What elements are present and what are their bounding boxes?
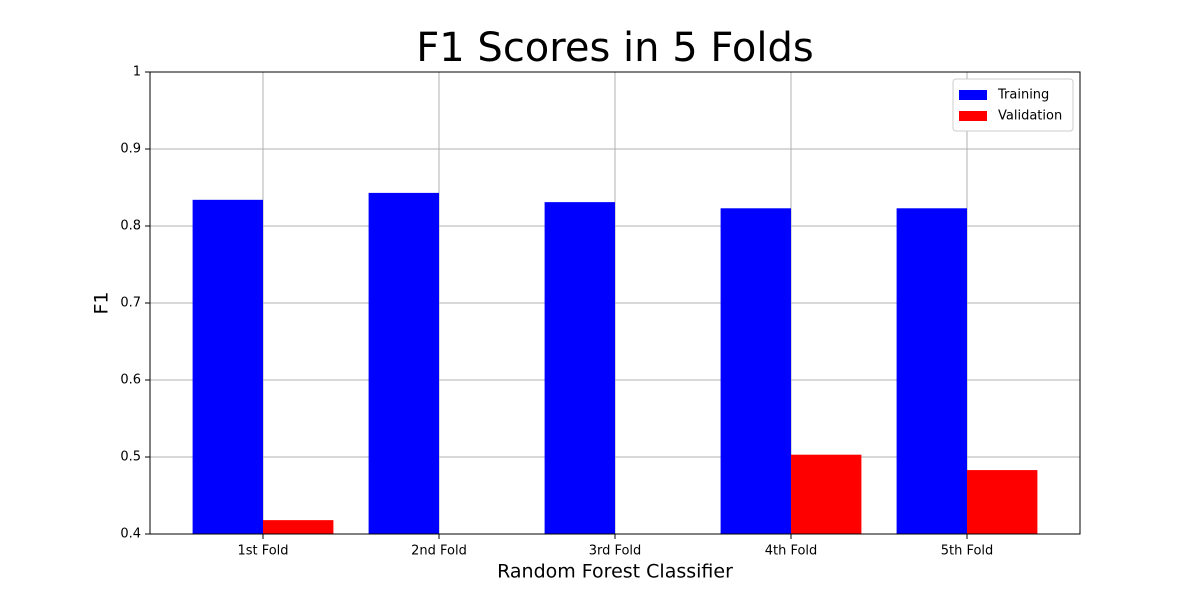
bar bbox=[368, 192, 439, 534]
plot-frame bbox=[149, 71, 1081, 535]
legend-label: Validation bbox=[998, 109, 1062, 124]
bar bbox=[791, 454, 862, 534]
x-tick-label: 1st Fold bbox=[237, 544, 288, 559]
y-tick-label: 0.7 bbox=[120, 296, 141, 311]
legend-swatch bbox=[959, 90, 987, 100]
legend-label: Training bbox=[997, 88, 1049, 103]
x-tick-label: 4th Fold bbox=[765, 544, 818, 559]
x-tick-label: 3rd Fold bbox=[589, 544, 642, 559]
y-tick-label: 0.9 bbox=[120, 142, 141, 157]
bar bbox=[720, 208, 791, 534]
legend-swatch bbox=[959, 111, 987, 121]
bar bbox=[896, 208, 967, 534]
y-tick-label: 0.4 bbox=[120, 527, 141, 542]
y-tick-label: 0.5 bbox=[120, 450, 141, 465]
bar bbox=[263, 520, 334, 534]
x-tick-label: 2nd Fold bbox=[411, 544, 467, 559]
bar bbox=[544, 202, 615, 534]
chart-title: F1 Scores in 5 Folds bbox=[416, 25, 814, 71]
x-tick-label: 5th Fold bbox=[941, 544, 994, 559]
bar bbox=[192, 199, 263, 534]
y-axis-label: F1 bbox=[91, 291, 113, 314]
x-axis-label: Random Forest Classifier bbox=[497, 561, 733, 583]
plot-bars bbox=[192, 192, 1038, 534]
y-tick-label: 0.6 bbox=[120, 373, 141, 388]
bar bbox=[967, 470, 1038, 534]
y-tick-label: 1 bbox=[133, 65, 141, 80]
y-tick-label: 0.8 bbox=[120, 219, 141, 234]
